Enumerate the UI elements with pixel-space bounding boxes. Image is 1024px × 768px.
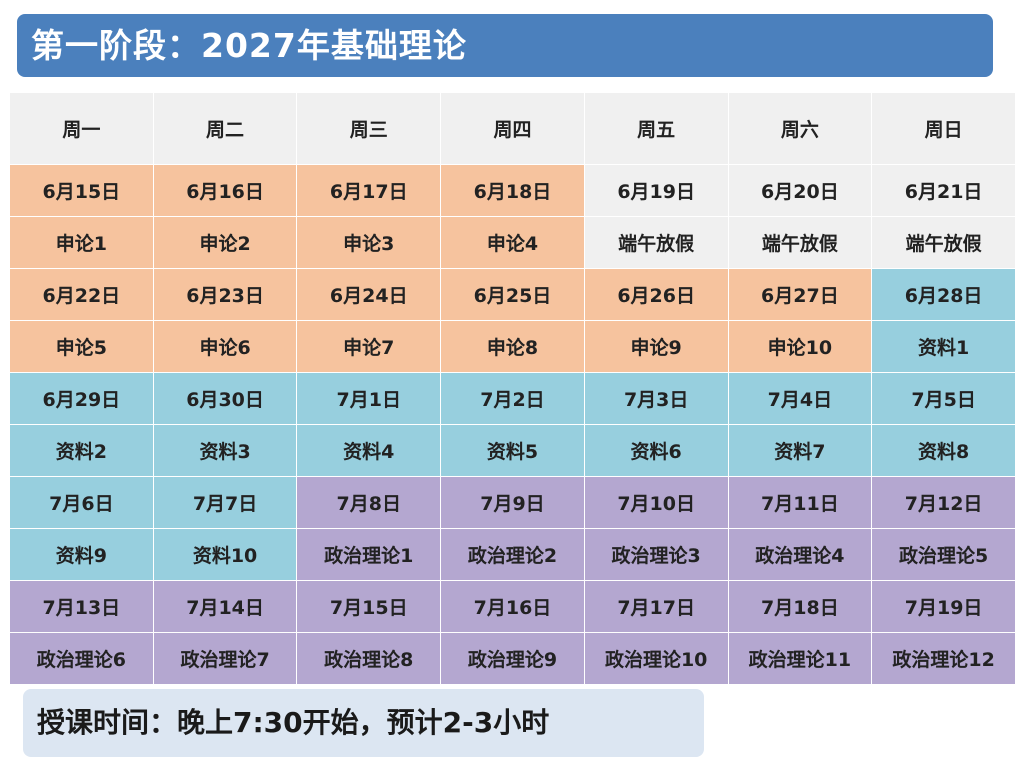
subject-cell: 政治理论4 [727, 528, 873, 581]
subject-cell: 资料5 [440, 424, 585, 477]
date-cell: 6月28日 [871, 268, 1016, 321]
date-cell: 7月7日 [152, 476, 298, 529]
subject-cell: 申论3 [296, 216, 442, 269]
weekday-header-row: 周一 周二 周三 周四 周五 周六 周日 [9, 92, 1016, 165]
date-cell: 6月15日 [9, 164, 154, 217]
subject-cell: 政治理论2 [440, 528, 585, 581]
subject-row: 政治理论6 政治理论7 政治理论8 政治理论9 政治理论10 政治理论11 政治理论12 [9, 632, 1016, 685]
date-cell: 7月15日 [296, 580, 442, 633]
subject-cell: 申论8 [440, 320, 585, 373]
date-cell: 6月22日 [9, 268, 154, 321]
date-cell: 7月13日 [9, 580, 154, 633]
subject-cell: 申论10 [727, 320, 873, 373]
subject-cell: 政治理论9 [440, 632, 585, 685]
subject-cell: 资料8 [871, 424, 1016, 477]
date-cell: 6月26日 [583, 268, 729, 321]
subject-cell: 申论1 [9, 216, 154, 269]
subject-cell: 政治理论8 [296, 632, 442, 685]
subject-cell: 资料1 [871, 320, 1016, 373]
weekday-header: 周三 [296, 92, 442, 165]
date-cell: 7月18日 [727, 580, 873, 633]
subject-cell: 申论6 [152, 320, 298, 373]
subject-cell: 政治理论1 [296, 528, 442, 581]
subject-cell: 资料3 [152, 424, 298, 477]
date-cell: 7月1日 [296, 372, 442, 425]
date-cell: 7月14日 [152, 580, 298, 633]
date-cell: 6月21日 [871, 164, 1016, 217]
date-row: 7月6日 7月7日 7月8日 7月9日 7月10日 7月11日 7月12日 [9, 476, 1016, 529]
date-cell: 7月17日 [583, 580, 729, 633]
subject-row: 申论5 申论6 申论7 申论8 申论9 申论10 资料1 [9, 320, 1016, 373]
date-cell: 7月4日 [727, 372, 873, 425]
subject-row: 资料9 资料10 政治理论1 政治理论2 政治理论3 政治理论4 政治理论5 [9, 528, 1016, 581]
weekday-header: 周六 [727, 92, 873, 165]
date-cell: 7月2日 [440, 372, 585, 425]
subject-cell: 政治理论10 [583, 632, 729, 685]
date-cell: 7月12日 [871, 476, 1016, 529]
date-cell: 6月16日 [152, 164, 298, 217]
subject-cell: 端午放假 [727, 216, 873, 269]
subject-cell: 申论4 [440, 216, 585, 269]
subject-cell: 申论9 [583, 320, 729, 373]
date-cell: 6月29日 [9, 372, 154, 425]
subject-cell: 政治理论6 [9, 632, 154, 685]
date-cell: 7月5日 [871, 372, 1016, 425]
weekday-header: 周二 [152, 92, 298, 165]
date-cell: 7月11日 [727, 476, 873, 529]
subject-cell: 资料9 [9, 528, 154, 581]
date-cell: 6月23日 [152, 268, 298, 321]
class-time-note: 授课时间：晚上7:30开始，预计2-3小时 [23, 689, 704, 757]
subject-cell: 政治理论3 [583, 528, 729, 581]
page-title: 第一阶段：2027年基础理论 [17, 14, 993, 77]
subject-cell: 资料6 [583, 424, 729, 477]
date-cell: 6月30日 [152, 372, 298, 425]
subject-cell: 政治理论12 [871, 632, 1016, 685]
date-cell: 6月18日 [440, 164, 585, 217]
subject-cell: 政治理论5 [871, 528, 1016, 581]
subject-cell: 政治理论11 [727, 632, 873, 685]
date-cell: 7月9日 [440, 476, 585, 529]
date-cell: 7月6日 [9, 476, 154, 529]
date-cell: 7月16日 [440, 580, 585, 633]
schedule-body: 6月15日 6月16日 6月17日 6月18日 6月19日 6月20日 6月21日 申论1 申论… [9, 164, 1016, 685]
date-cell: 6月25日 [440, 268, 585, 321]
subject-cell: 资料7 [727, 424, 873, 477]
date-row: 6月29日 6月30日 7月1日 7月2日 7月3日 7月4日 7月5日 [9, 372, 1016, 425]
date-cell: 7月8日 [296, 476, 442, 529]
subject-cell: 资料2 [9, 424, 154, 477]
subject-cell: 申论5 [9, 320, 154, 373]
date-cell: 6月17日 [296, 164, 442, 217]
schedule-table: 周一 周二 周三 周四 周五 周六 周日 6月15日 6月16日 6月17日 6月18… [9, 92, 1016, 685]
subject-cell: 资料4 [296, 424, 442, 477]
subject-cell: 端午放假 [871, 216, 1016, 269]
subject-cell: 政治理论7 [152, 632, 298, 685]
date-cell: 6月19日 [583, 164, 729, 217]
weekday-header: 周五 [583, 92, 729, 165]
subject-cell: 资料10 [152, 528, 298, 581]
subject-cell: 申论2 [152, 216, 298, 269]
date-cell: 7月19日 [871, 580, 1016, 633]
date-cell: 7月3日 [583, 372, 729, 425]
subject-row: 申论1 申论2 申论3 申论4 端午放假 端午放假 端午放假 [9, 216, 1016, 269]
date-cell: 6月24日 [296, 268, 442, 321]
weekday-header: 周一 [9, 92, 154, 165]
date-row: 6月22日 6月23日 6月24日 6月25日 6月26日 6月27日 6月28日 [9, 268, 1016, 321]
date-row: 7月13日 7月14日 7月15日 7月16日 7月17日 7月18日 7月19日 [9, 580, 1016, 633]
subject-cell: 端午放假 [583, 216, 729, 269]
date-cell: 6月27日 [727, 268, 873, 321]
subject-cell: 申论7 [296, 320, 442, 373]
weekday-header: 周四 [440, 92, 585, 165]
date-cell: 6月20日 [727, 164, 873, 217]
subject-row: 资料2 资料3 资料4 资料5 资料6 资料7 资料8 [9, 424, 1016, 477]
date-row: 6月15日 6月16日 6月17日 6月18日 6月19日 6月20日 6月21日 [9, 164, 1016, 217]
weekday-header: 周日 [871, 92, 1016, 165]
date-cell: 7月10日 [583, 476, 729, 529]
